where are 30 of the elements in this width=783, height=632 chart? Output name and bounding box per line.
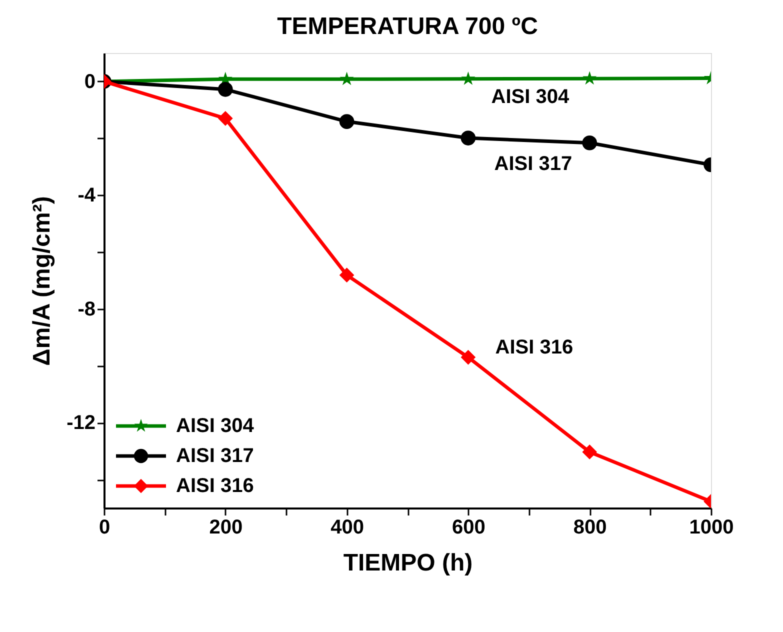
x-tick-label: 200 — [209, 516, 243, 538]
x-axis-title: TIEMPO (h) — [343, 550, 473, 576]
point — [582, 71, 597, 85]
legend-label: AISI 317 — [176, 445, 254, 467]
point — [218, 82, 233, 97]
annotation: AISI 316 — [495, 336, 574, 358]
point — [339, 114, 354, 129]
point — [582, 135, 598, 150]
annotation: AISI 304 — [491, 86, 570, 108]
x-tick-label: 400 — [330, 516, 364, 538]
point — [340, 72, 354, 86]
x-tick-label: 1000 — [689, 516, 734, 538]
point — [582, 444, 598, 460]
y-tick-label: -8 — [78, 298, 96, 320]
y-axis-title: Δm/A (mg/cm²) — [28, 196, 56, 366]
point — [460, 350, 476, 365]
x-tick-label: 0 — [98, 516, 110, 538]
y-tick-label: -4 — [78, 184, 96, 207]
point — [460, 130, 476, 146]
point — [461, 71, 476, 85]
legend-label: AISI 304 — [176, 415, 255, 437]
legend-label: AISI 316 — [176, 475, 254, 497]
chart-title: TEMPERATURA 700 ºC — [277, 13, 538, 40]
x-tick-label: 600 — [452, 516, 486, 538]
y-tick-label: -12 — [66, 412, 96, 434]
y-tick-label: 0 — [84, 70, 96, 93]
point — [218, 110, 233, 126]
point — [339, 268, 354, 283]
annotation: AISI 317 — [494, 153, 572, 176]
x-tick-label: 800 — [573, 516, 607, 538]
